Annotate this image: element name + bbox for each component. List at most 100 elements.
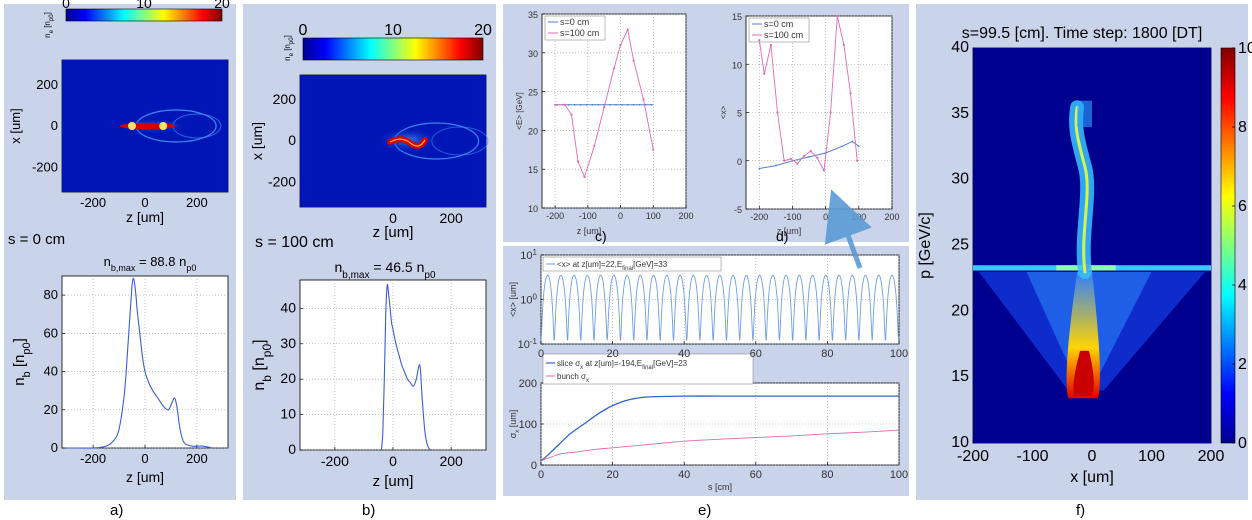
series-s100-point: [856, 159, 859, 162]
y-tick-label: 0: [531, 460, 537, 472]
colorbar-tick-label: 10: [1238, 40, 1252, 57]
series-s100-point: [842, 43, 845, 47]
legend-entry: s=100 cm: [560, 28, 599, 38]
x-tick-label: 100: [851, 212, 866, 222]
beam-core: [119, 122, 176, 130]
y-tick-label: 30: [280, 335, 296, 351]
colorbar: [65, 8, 223, 22]
y-tick-label: -200: [32, 159, 58, 174]
x-tick-label: 0: [389, 210, 397, 226]
x-tick-label: -100: [1016, 448, 1048, 465]
colorbar-tick-label: 20: [214, 0, 230, 11]
sigma-plot: [540, 382, 900, 466]
series-s100-point: [570, 113, 573, 116]
series-s100-point: [829, 111, 832, 114]
legend-entry: s=100 cm: [764, 30, 803, 40]
series-s100-point: [632, 59, 635, 62]
x-tick-label: 20: [606, 469, 618, 481]
x-tick-label: -200: [321, 453, 349, 469]
series-s100-point: [758, 39, 761, 42]
phase-space-title: s=99.5 [cm]. Time step: 1800 [DT]: [962, 25, 1203, 42]
panel-label-c: c): [595, 228, 607, 244]
colorbar-tick-label: 0: [62, 0, 70, 11]
y-tick-label: 35: [951, 105, 969, 122]
panel-label-e: e): [698, 502, 712, 519]
series-s100-point: [849, 92, 852, 95]
series-s100-point: [763, 72, 766, 75]
x-tick-label: 60: [750, 469, 762, 481]
colorbar-tick-label: 0: [299, 22, 308, 39]
y-axis-label: <x>: [719, 106, 728, 120]
beam-ridge: [389, 138, 426, 147]
y-tick-label: 20: [951, 302, 969, 319]
legend-entry: bunch σx: [557, 372, 589, 384]
caption-s0: s = 0 cm: [8, 231, 65, 248]
x-tick-label: 100: [890, 469, 908, 481]
x-axis-label: s [cm]: [708, 482, 732, 492]
series-s100-point: [816, 156, 819, 159]
x-tick-label: -200: [750, 212, 768, 222]
series-s0-point: [851, 140, 854, 143]
series-s100-point: [626, 28, 629, 31]
x-tick-label: 80: [821, 469, 833, 481]
legend-box: [544, 15, 606, 41]
y-tick-label: 10: [732, 60, 742, 70]
colorbar-tick-label: 10: [136, 0, 152, 11]
series-s100-point: [603, 106, 606, 109]
x-axis-label: z [um]: [577, 226, 602, 236]
beam-column-core: [1073, 350, 1094, 396]
series-s100-point: [809, 150, 812, 153]
colorbar-tick-label: 4: [1238, 277, 1247, 294]
series-s100-point: [802, 154, 806, 158]
series-s100-point: [789, 157, 792, 160]
y-tick-label: -5: [734, 205, 742, 215]
x-tick-label: 0: [389, 453, 397, 469]
bunch-sigma-line: [540, 429, 900, 462]
colorbar-tick-label: 20: [474, 22, 492, 39]
y-tick-label: 10-1: [518, 337, 538, 352]
y-tick-label: 0: [288, 132, 296, 148]
panel-label-a: a): [110, 502, 124, 519]
x-tick-label: -100: [579, 211, 597, 221]
legend-entry: s=0 cm: [764, 19, 793, 29]
energy-plot: [541, 13, 687, 209]
x-tick-label: 100: [646, 211, 661, 221]
series-s100-point: [652, 148, 655, 151]
x-tick-label: 0: [618, 211, 623, 221]
y-tick-label: 10: [280, 406, 296, 422]
x-tick-label: 80: [821, 348, 833, 360]
legend-entry: slice σx at z[um]=-194,Efinal[GeV]=23: [557, 359, 688, 371]
x-axis-label: z [um]: [777, 226, 802, 236]
series-s0-point: [615, 103, 617, 106]
y-axis-label: x [um]: [249, 122, 265, 160]
series-s100-line: [759, 16, 857, 170]
x-tick-label: 200: [186, 451, 208, 466]
x-tick-label: 40: [678, 348, 690, 360]
y-tick-label: 5: [737, 109, 742, 119]
beam-head-patch: [1077, 100, 1092, 127]
y-tick-label: 15: [732, 12, 742, 22]
x-tick-label: 0: [141, 451, 148, 466]
series-s0-point: [841, 145, 844, 148]
series-s100-point: [783, 159, 786, 162]
x-tick-label: -200: [80, 451, 106, 466]
series-s100-point: [776, 111, 779, 114]
y-tick-label: 40: [280, 299, 296, 315]
series-s0-point: [857, 145, 860, 148]
x-tick-label: 0: [141, 195, 148, 210]
series-s100-point: [563, 103, 567, 106]
x-tick-label: 200: [186, 195, 208, 210]
y-tick-label: 100: [520, 292, 537, 307]
profile-title: nb,max = 88.8 np0: [104, 254, 197, 273]
colorbar-tick-label: 6: [1238, 198, 1247, 215]
y-tick-label: 40: [44, 364, 58, 379]
y-tick-label: -200: [268, 173, 296, 189]
y-tick-label: 40: [951, 39, 969, 56]
y-tick-label: 101: [520, 248, 537, 263]
series-s0-point: [632, 103, 635, 106]
series-s0-point: [758, 167, 761, 170]
series-s0-point: [626, 103, 629, 106]
x-tick-label: -200: [957, 448, 989, 465]
colorbar-tick-label: 0: [1238, 435, 1247, 452]
